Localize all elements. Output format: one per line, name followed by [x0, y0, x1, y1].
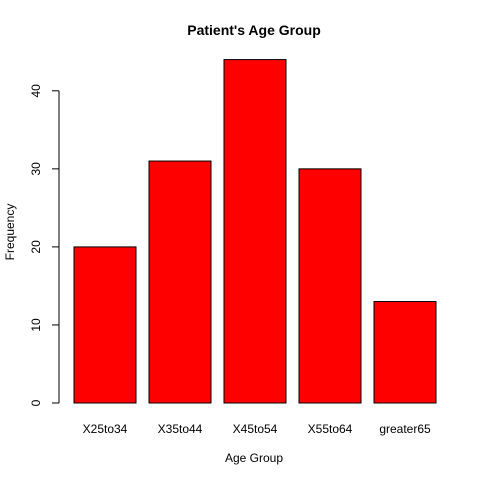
y-tick-label: 30 — [29, 162, 43, 176]
x-category-label: X55to64 — [308, 422, 353, 436]
bar-x25to34 — [73, 246, 137, 404]
chart-title: Patient's Age Group — [187, 22, 321, 38]
bar-x35to44 — [148, 160, 212, 404]
x-category-labels: X25to34 X35to44 X45to54 X55to64 greater65 — [83, 422, 431, 436]
bar-x45to54 — [223, 59, 287, 404]
y-axis-label: Frequency — [3, 204, 17, 261]
y-tick-label: 40 — [29, 84, 43, 98]
y-tick-label: 20 — [29, 240, 43, 254]
x-category-label: X35to44 — [158, 422, 203, 436]
y-tick-label: 0 — [29, 399, 43, 406]
x-category-label: X25to34 — [83, 422, 128, 436]
y-axis: 0 10 20 30 40 — [29, 84, 60, 406]
x-category-label: greater65 — [379, 422, 431, 436]
bar-x55to64 — [298, 168, 362, 404]
bar-greater65 — [373, 301, 437, 404]
x-axis-label: Age Group — [225, 451, 283, 465]
bars-group — [73, 59, 437, 404]
x-category-label: X45to54 — [233, 422, 278, 436]
y-tick-label: 10 — [29, 318, 43, 332]
